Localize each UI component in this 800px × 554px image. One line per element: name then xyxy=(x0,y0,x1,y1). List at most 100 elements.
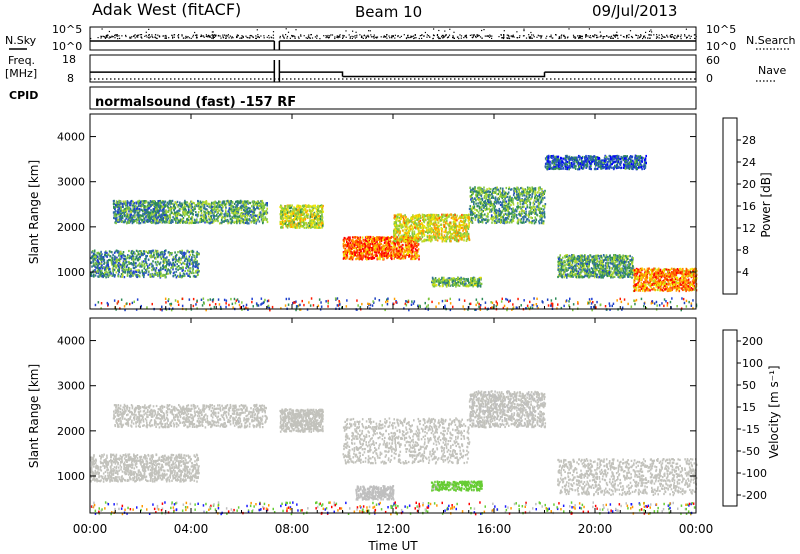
echo-cell xyxy=(179,261,182,264)
echo-cell xyxy=(245,203,247,207)
echo-cell xyxy=(193,202,196,205)
echo-cell xyxy=(161,214,164,218)
noise-point xyxy=(133,35,135,37)
noise-point xyxy=(537,34,539,36)
echo-cell xyxy=(149,219,151,222)
echo-cell xyxy=(123,263,126,266)
echo-cell xyxy=(195,264,197,267)
echo-cell xyxy=(238,215,240,218)
noise-point xyxy=(308,34,310,36)
noise-point xyxy=(155,37,157,39)
echo-cell xyxy=(115,210,117,213)
echo-cell xyxy=(280,226,282,229)
echo-cell xyxy=(123,258,126,261)
echo-cell xyxy=(135,255,137,258)
noise-point xyxy=(445,34,447,36)
echo-cell xyxy=(237,201,239,204)
echo-cell xyxy=(186,201,188,204)
noise-point xyxy=(116,34,118,36)
noise-point xyxy=(517,37,519,39)
echo-cell xyxy=(159,271,162,274)
nsearch-label: N.Search xyxy=(746,34,796,47)
echo-cell xyxy=(129,262,132,265)
echo-cell xyxy=(159,202,162,205)
echo-cell xyxy=(354,236,356,239)
noise-point xyxy=(336,35,338,37)
echo-cell xyxy=(266,220,269,224)
echo-cell xyxy=(159,220,161,223)
echo-cell xyxy=(162,264,164,267)
echo-cell xyxy=(303,208,305,212)
echo-cell xyxy=(191,256,193,259)
echo-cell xyxy=(143,275,145,279)
echo-cell xyxy=(250,210,253,213)
noise-point xyxy=(373,34,375,36)
echo-cell xyxy=(258,201,260,204)
echo-cell xyxy=(191,221,194,224)
echo-cell xyxy=(289,215,292,218)
echo-cell xyxy=(172,216,174,219)
echo-cell xyxy=(259,211,262,214)
noise-point xyxy=(196,35,198,37)
noise-point xyxy=(476,35,478,38)
echo-cell xyxy=(298,222,300,225)
echo-cell xyxy=(244,210,246,213)
noise-point xyxy=(403,34,405,36)
noise-point xyxy=(258,37,260,39)
echo-cell xyxy=(246,214,249,218)
noise-point xyxy=(178,34,180,36)
noise-point xyxy=(436,34,438,36)
echo-cell xyxy=(169,216,172,219)
noise-point xyxy=(266,36,268,38)
noise-point xyxy=(685,28,687,30)
echo-cell xyxy=(255,222,257,225)
echo-cell xyxy=(257,216,259,219)
noise-point xyxy=(282,34,284,36)
echo-cell xyxy=(411,254,414,258)
noise-point xyxy=(528,36,530,38)
noise-point xyxy=(438,37,440,40)
echo-cell xyxy=(154,204,157,207)
echo-cell xyxy=(179,214,182,217)
echo-cell xyxy=(211,218,214,221)
noise-point xyxy=(397,35,399,37)
echo-cell xyxy=(316,213,319,216)
noise-point xyxy=(407,36,409,38)
echo-cell xyxy=(128,206,130,209)
noise-point xyxy=(329,35,331,37)
noise-point xyxy=(429,36,431,38)
noise-point xyxy=(442,35,445,37)
noise-point xyxy=(105,36,108,38)
noise-point xyxy=(656,36,658,38)
nave-tick-top: 60 xyxy=(706,54,720,67)
echo-cell xyxy=(213,208,216,211)
echo-cell xyxy=(208,205,210,208)
echo-cell xyxy=(183,203,186,206)
power-panel-background xyxy=(90,114,696,309)
echo-cell xyxy=(358,258,361,261)
freq-strip xyxy=(90,60,696,82)
echo-cell xyxy=(294,207,296,210)
noise-point xyxy=(215,34,217,36)
echo-cell xyxy=(149,200,152,203)
noise-point xyxy=(676,36,678,38)
noise-point xyxy=(108,37,110,39)
echo-cell xyxy=(215,205,218,208)
echo-cell xyxy=(138,220,140,223)
echo-cell xyxy=(388,254,391,257)
echo-cell xyxy=(118,213,121,216)
echo-cell xyxy=(228,208,230,211)
echo-cell xyxy=(202,216,205,219)
echo-cell xyxy=(164,216,166,219)
noise-point xyxy=(528,37,531,39)
echo-cell xyxy=(212,209,215,212)
noise-point xyxy=(307,36,309,38)
echo-cell xyxy=(142,212,144,215)
echo-cell xyxy=(150,221,153,224)
echo-cell xyxy=(120,254,123,258)
echo-cell xyxy=(376,254,378,257)
noise-strip-frame xyxy=(89,26,697,51)
echo-cell xyxy=(256,200,259,203)
echo-cell xyxy=(120,202,122,205)
echo-cell xyxy=(132,264,135,267)
